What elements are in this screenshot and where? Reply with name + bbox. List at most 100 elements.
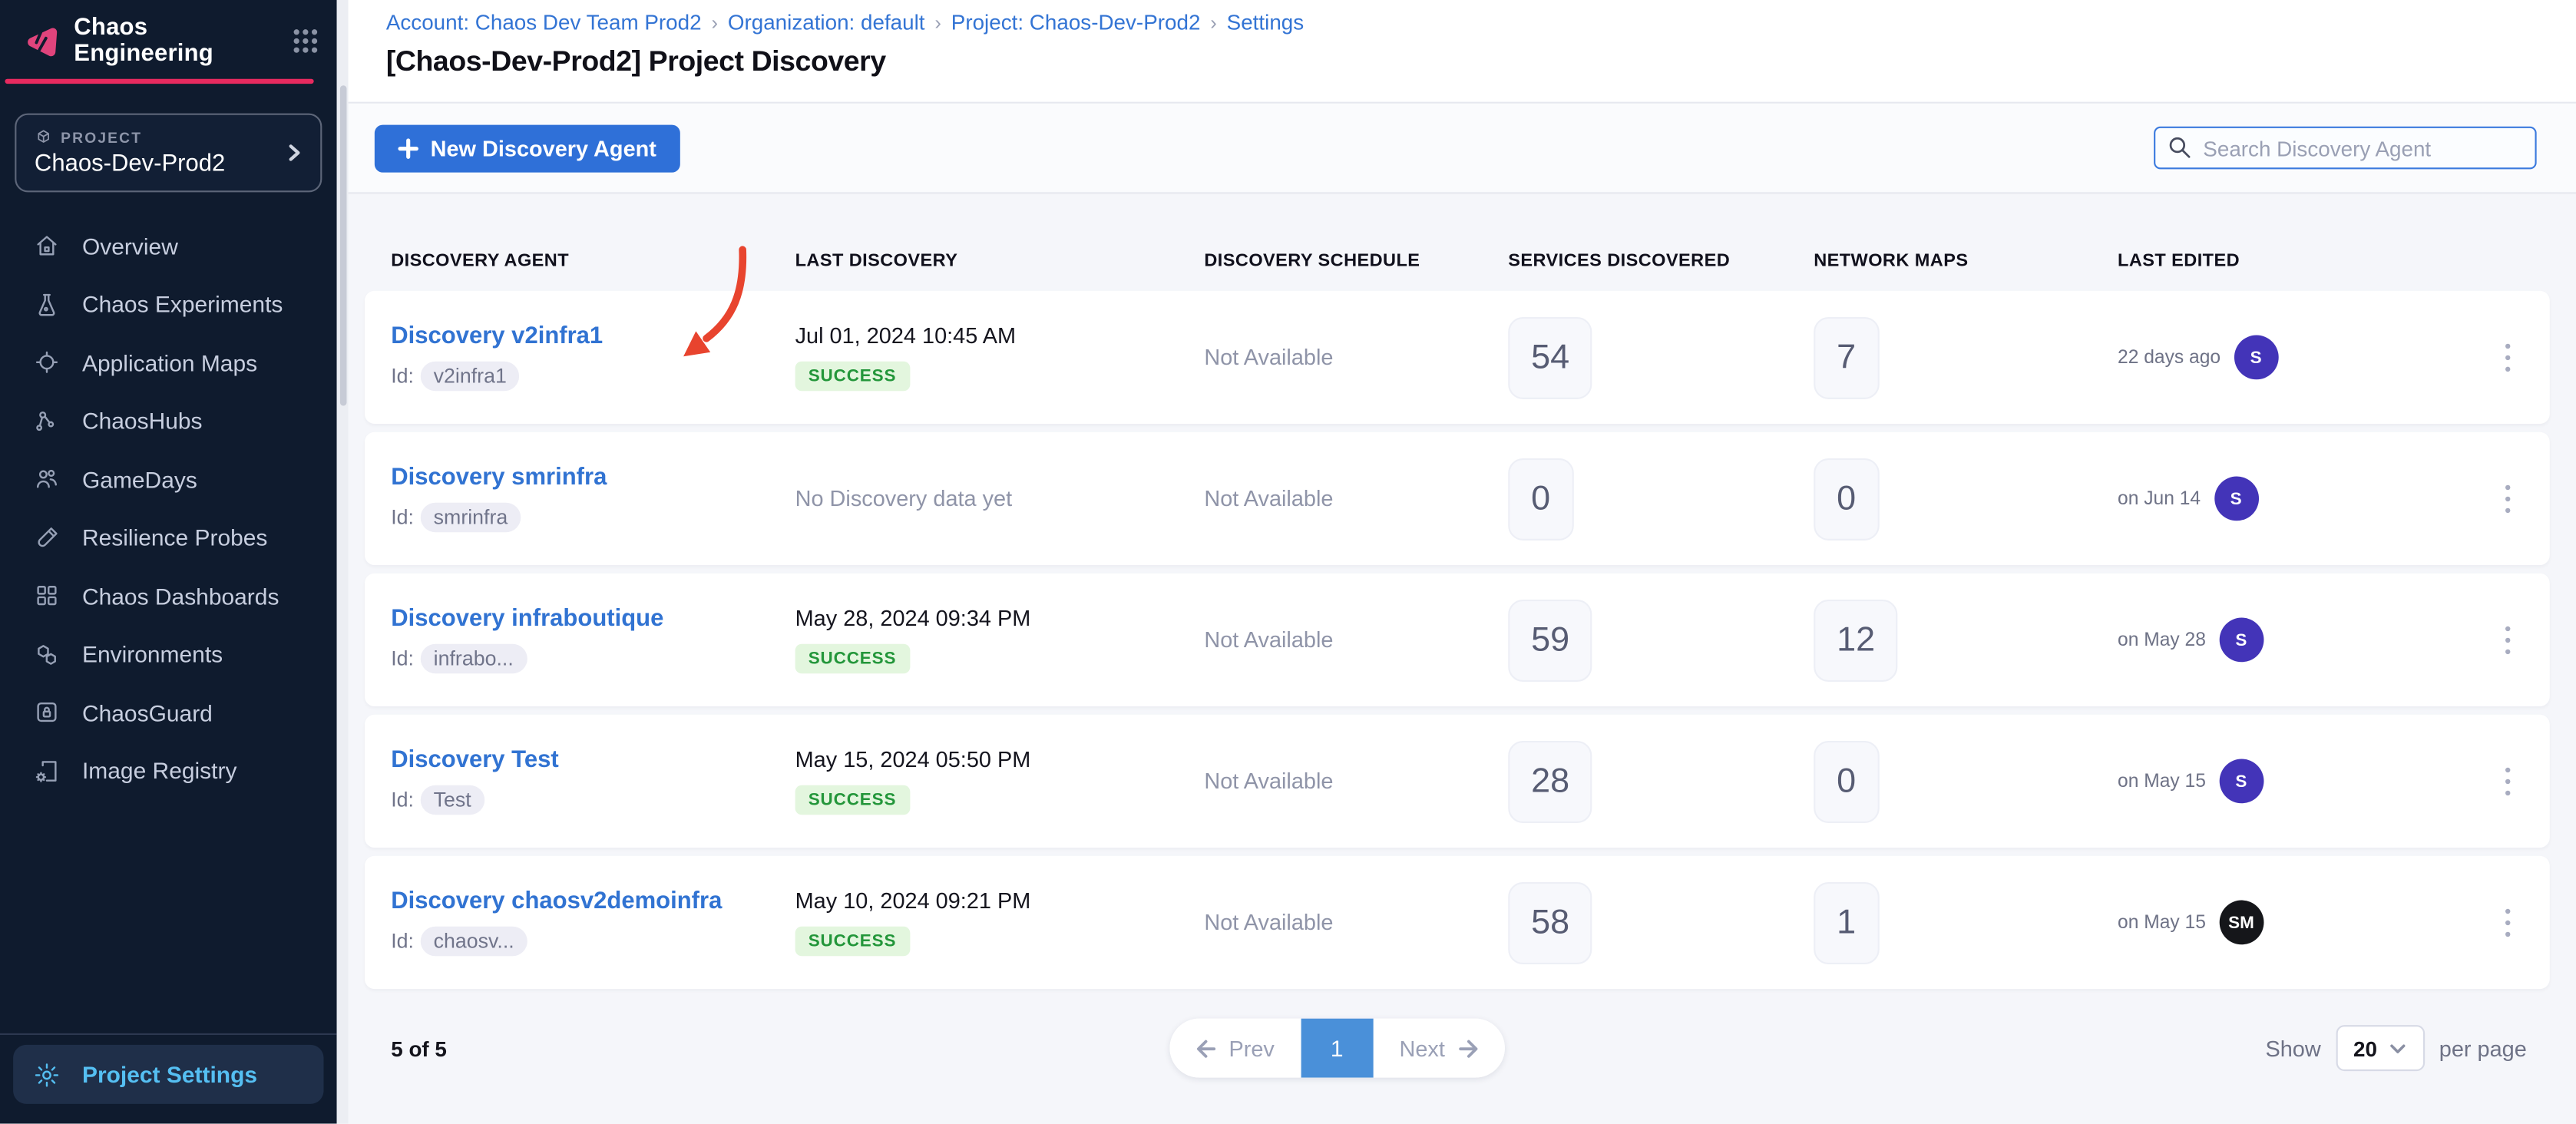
- breadcrumb-settings-link[interactable]: Settings: [1226, 9, 1305, 35]
- sidebar-item-project-settings[interactable]: Project Settings: [13, 1044, 324, 1104]
- last-discovery-cell: May 28, 2024 09:34 PM SUCCESS: [795, 607, 1205, 674]
- sidebar-item-label: ChaosHubs: [81, 408, 203, 435]
- test-tube-icon: [38, 527, 58, 547]
- sidebar-item-label: Environments: [81, 641, 223, 668]
- agent-cell: Discovery chaosv2demoinfra Id: chaosv...: [391, 889, 795, 957]
- sidebar-item-overview[interactable]: Overview: [0, 217, 337, 275]
- schedule-cell: Not Available: [1204, 769, 1334, 794]
- schedule-cell: Not Available: [1204, 627, 1334, 653]
- services-count: 58: [1508, 881, 1593, 964]
- column-header: DISCOVERY SCHEDULE: [1204, 251, 1420, 272]
- agent-id-value: v2infra1: [420, 361, 520, 392]
- maps-count: 1: [1814, 881, 1880, 964]
- table-row: Discovery Test Id: Test May 15, 2024 05:5…: [365, 714, 2550, 848]
- last-discovery-cell: No Discovery data yet: [795, 486, 1205, 511]
- per-page-value: 20: [2353, 1036, 2377, 1061]
- project-selector[interactable]: PROJECT Chaos-Dev-Prod2: [15, 113, 322, 193]
- row-menu-icon[interactable]: [2498, 619, 2517, 661]
- row-menu-icon[interactable]: [2498, 901, 2517, 944]
- agent-name-link[interactable]: Discovery chaosv2demoinfra: [391, 888, 723, 915]
- column-header: LAST EDITED: [2118, 251, 2240, 272]
- avatar: S: [2234, 335, 2279, 380]
- sidebar-item-chaos-experiments[interactable]: Chaos Experiments: [0, 275, 337, 333]
- last-discovery-cell: Jul 01, 2024 10:45 AM SUCCESS: [795, 324, 1205, 392]
- row-menu-icon[interactable]: [2498, 760, 2517, 802]
- agent-id-value: smrinfra: [420, 502, 521, 533]
- avatar: S: [2219, 759, 2264, 804]
- sidebar-item-chaoshubs[interactable]: ChaosHubs: [0, 392, 337, 450]
- schedule-cell: Not Available: [1204, 910, 1334, 935]
- new-discovery-agent-button[interactable]: New Discovery Agent: [374, 124, 680, 172]
- main-content: Account: Chaos Dev Team Prod2 › Organiza…: [348, 0, 2576, 1124]
- sidebar-item-label: Chaos Dashboards: [81, 583, 279, 610]
- agent-id-value: Test: [420, 785, 484, 815]
- search-box: [2154, 126, 2537, 170]
- table-header-row: DISCOVERY AGENT LAST DISCOVERY DISCOVERY…: [365, 193, 2550, 290]
- project-name: Chaos-Dev-Prod2: [34, 150, 226, 178]
- edited-time: on May 28: [2118, 630, 2206, 650]
- row-menu-icon[interactable]: [2498, 478, 2517, 520]
- arrow-right-icon: [1458, 1039, 1477, 1057]
- sidebar-item-chaos-dashboards[interactable]: Chaos Dashboards: [0, 567, 337, 625]
- services-count: 54: [1508, 316, 1593, 398]
- show-label: Show: [2265, 1036, 2321, 1061]
- search-icon: [2169, 137, 2191, 158]
- sidebar-header: Chaos Engineering: [0, 0, 337, 84]
- row-menu-icon[interactable]: [2498, 336, 2517, 379]
- prev-label: Prev: [1228, 1036, 1275, 1061]
- sidebar-item-label: Resilience Probes: [81, 524, 268, 551]
- avatar: S: [2214, 476, 2259, 521]
- sidebar-item-chaosguard[interactable]: ChaosGuard: [0, 683, 337, 742]
- column-header: DISCOVERY AGENT: [391, 251, 570, 272]
- chevron-separator-icon: ›: [934, 10, 941, 34]
- services-cell: 28: [1508, 739, 1814, 822]
- page-number-active[interactable]: 1: [1301, 1018, 1374, 1078]
- per-page-select[interactable]: 20: [2335, 1025, 2425, 1072]
- hexagons-icon: [38, 644, 56, 665]
- result-count: 5 of 5: [391, 1036, 447, 1061]
- sidebar-item-image-registry[interactable]: Image Registry: [0, 742, 337, 800]
- sidebar-item-label: Application Maps: [81, 349, 258, 376]
- agent-name-link[interactable]: Discovery infraboutique: [391, 606, 664, 633]
- agent-cell: Discovery Test Id: Test: [391, 748, 795, 815]
- per-page-label: per page: [2439, 1036, 2527, 1061]
- maps-cell: 12: [1814, 598, 2118, 681]
- sidebar-item-gamedays[interactable]: GameDays: [0, 450, 337, 508]
- per-page-control: Show 20 per page: [2265, 1025, 2527, 1072]
- last-discovery-date: May 10, 2024 09:21 PM: [795, 888, 1031, 914]
- prev-page-button[interactable]: Prev: [1169, 1018, 1301, 1078]
- breadcrumb-project-link[interactable]: Project: Chaos-Dev-Prod2: [951, 9, 1201, 35]
- arrow-left-icon: [1196, 1039, 1216, 1057]
- services-count: 28: [1508, 739, 1593, 822]
- breadcrumb-account-link[interactable]: Account: Chaos Dev Team Prod2: [385, 9, 702, 35]
- id-label: Id:: [391, 506, 414, 529]
- column-header: LAST DISCOVERY: [795, 251, 958, 272]
- agent-cell: Discovery infraboutique Id: infrabo...: [391, 607, 795, 674]
- services-cell: 59: [1508, 598, 1814, 681]
- sidebar-item-environments[interactable]: Environments: [0, 625, 337, 683]
- agent-name-link[interactable]: Discovery v2infra1: [391, 323, 603, 350]
- users-icon: [36, 470, 58, 489]
- breadcrumb-organization-link[interactable]: Organization: default: [727, 9, 925, 35]
- search-input[interactable]: [2154, 126, 2537, 170]
- last-edited-cell: on Jun 14 S: [2118, 476, 2550, 521]
- scrollbar-track: [336, 0, 349, 1124]
- agent-name-link[interactable]: Discovery Test: [391, 747, 559, 774]
- discovery-agents-table: DISCOVERY AGENT LAST DISCOVERY DISCOVERY…: [348, 193, 2576, 1124]
- chevron-right-icon: [289, 144, 300, 161]
- next-page-button[interactable]: Next: [1373, 1018, 1504, 1078]
- services-cell: 58: [1508, 881, 1814, 964]
- avatar: SM: [2219, 900, 2264, 945]
- edited-time: on Jun 14: [2118, 488, 2201, 509]
- sidebar-item-resilience-probes[interactable]: Resilience Probes: [0, 508, 337, 567]
- scrollbar-thumb[interactable]: [339, 85, 346, 406]
- sidebar-item-label: GameDays: [81, 466, 197, 493]
- plus-icon: [398, 137, 418, 158]
- breadcrumb: Account: Chaos Dev Team Prod2 › Organiza…: [386, 10, 2576, 35]
- sidebar-item-application-maps[interactable]: Application Maps: [0, 333, 337, 392]
- agent-name-link[interactable]: Discovery smrinfra: [391, 464, 607, 491]
- maps-cell: 1: [1814, 881, 2118, 964]
- app-switcher-grid-icon[interactable]: [293, 28, 319, 54]
- status-badge: SUCCESS: [795, 926, 910, 957]
- home-icon: [37, 236, 57, 256]
